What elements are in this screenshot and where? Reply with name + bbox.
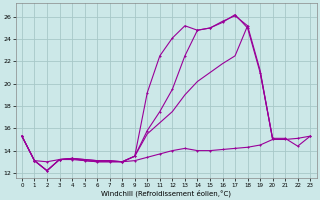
X-axis label: Windchill (Refroidissement éolien,°C): Windchill (Refroidissement éolien,°C)	[101, 189, 231, 197]
